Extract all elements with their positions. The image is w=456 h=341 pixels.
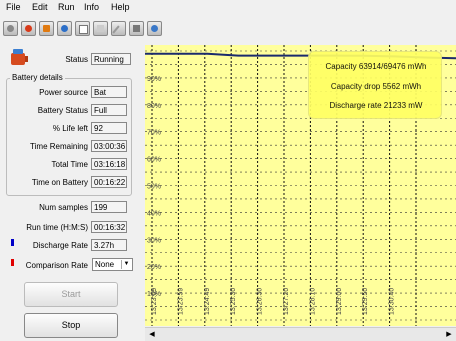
y-tick-label: 90% <box>147 76 161 83</box>
y-tick-label: 70% <box>147 130 161 137</box>
run-time-label: Run time (H:M:S) <box>26 223 88 232</box>
comparison-legend-swatch <box>11 259 14 266</box>
y-tick-label: 60% <box>147 157 161 164</box>
x-tick-label: 13:23:09 <box>151 288 158 315</box>
stop-button[interactable]: Stop <box>24 313 118 338</box>
x-tick-label: 13:29:00 <box>336 288 343 315</box>
menu-edit[interactable]: Edit <box>32 2 48 12</box>
comparison-rate-select[interactable]: None ▼ <box>92 258 133 271</box>
discharge-legend-swatch <box>11 239 14 246</box>
total-time-value: 03:16:18 <box>91 158 127 170</box>
x-tick-label: 13:30:40 <box>389 288 396 315</box>
time-on-battery-label: Time on Battery <box>31 178 88 187</box>
num-samples-value: 199 <box>91 201 127 213</box>
comparison-rate-value: None <box>95 260 115 269</box>
menu-run[interactable]: Run <box>58 2 75 12</box>
battery-details-title: Battery details <box>10 73 65 82</box>
x-tick-label: 13:27:20 <box>283 288 290 315</box>
export-icon[interactable] <box>129 21 144 36</box>
stop-icon[interactable] <box>21 21 36 36</box>
y-tick-label: 40% <box>147 210 161 217</box>
x-tick-label: 13:28:10 <box>309 288 316 315</box>
report-icon[interactable] <box>75 21 90 36</box>
status-value: Running <box>91 53 131 65</box>
battery-details-group <box>6 78 132 196</box>
comparison-rate-label: Comparison Rate <box>25 261 88 270</box>
chart-svg: 90% 80% 70% 60% 50% 40% 30% 20% 10%13:23:09 13:23… <box>145 45 456 326</box>
start-button[interactable]: Start <box>24 282 118 307</box>
total-time-label: Total Time <box>51 160 88 169</box>
power-source-value: Bat <box>91 86 127 98</box>
menu-info[interactable]: Info <box>84 2 100 12</box>
scroll-left-icon[interactable]: ◀ <box>149 331 155 338</box>
x-tick-label: 13:29:50 <box>362 288 369 315</box>
x-tick-label: 13:26:30 <box>257 288 264 315</box>
y-tick-label: 20% <box>147 264 161 271</box>
time-remaining-label: Time Remaining <box>30 142 88 151</box>
capacity-drop-annotation: Capacity drop 5562 mWh <box>330 82 422 91</box>
battery-app-icon <box>11 49 28 65</box>
y-tick-label: 80% <box>147 103 161 110</box>
capacity-annotation: Capacity 63914/69476 mWh <box>325 62 427 71</box>
refresh-icon[interactable] <box>57 21 72 36</box>
x-tick-label: 13:24:49 <box>204 288 211 315</box>
discharge-rate-label: Discharge Rate <box>32 241 88 250</box>
life-left-label: % Life left <box>52 124 88 133</box>
battery-icon[interactable] <box>39 21 54 36</box>
battery-status-value: Full <box>91 104 127 116</box>
graph-icon[interactable] <box>93 21 108 36</box>
y-tick-label: 50% <box>147 184 161 191</box>
x-tick-label: 13:25:30 <box>230 288 237 315</box>
y-tick-label: 30% <box>147 237 161 244</box>
globe-icon[interactable] <box>147 21 162 36</box>
x-tick-label: 13:23:59 <box>177 288 184 315</box>
time-remaining-value: 03:00:36 <box>91 140 127 152</box>
time-on-battery-value: 00:16:22 <box>91 176 127 188</box>
scroll-right-icon[interactable]: ▶ <box>446 331 452 338</box>
toolbar <box>0 19 170 41</box>
menu-file[interactable]: File <box>6 2 21 12</box>
battery-status-label: Battery Status <box>37 106 88 115</box>
run-time-value: 00:16:32 <box>91 221 127 233</box>
discharge-rate-annotation: Discharge rate 21233 mW <box>329 101 423 110</box>
power-source-label: Power source <box>39 88 88 97</box>
wand-icon[interactable] <box>111 21 126 36</box>
chart-scrollbar[interactable]: ◀ ▶ <box>145 327 456 341</box>
chart-info-box: Capacity 63914/69476 mWh Capacity drop 5… <box>308 51 442 119</box>
chevron-down-icon[interactable]: ▼ <box>121 260 131 269</box>
menu-help[interactable]: Help <box>111 2 130 12</box>
record-icon[interactable] <box>3 21 18 36</box>
discharge-rate-value: 3.27h <box>91 239 127 251</box>
life-left-value: 92 <box>91 122 127 134</box>
y-tick-label: 10% <box>147 291 161 298</box>
num-samples-label: Num samples <box>39 203 88 212</box>
menu-bar: File Edit Run Info Help <box>0 0 456 16</box>
status-label: Status <box>65 55 88 64</box>
